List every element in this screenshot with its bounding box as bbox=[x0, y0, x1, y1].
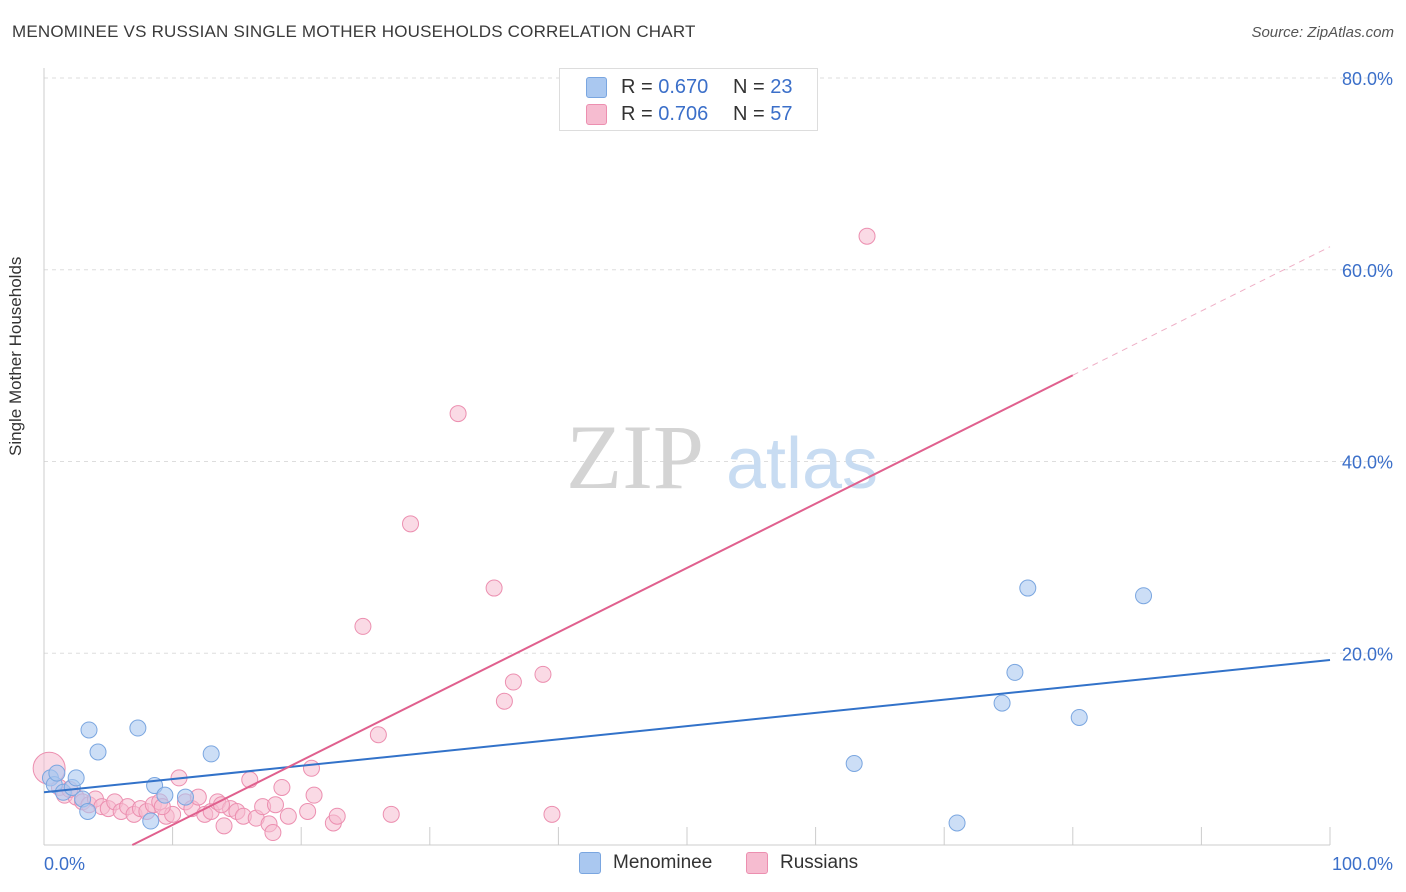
legend-swatch-menominee bbox=[586, 76, 607, 98]
point-menominee bbox=[202, 745, 220, 763]
point-menominee bbox=[176, 788, 194, 806]
point-russians bbox=[369, 726, 387, 744]
point-russians bbox=[279, 807, 297, 825]
point-russians bbox=[299, 802, 317, 820]
point-russians bbox=[328, 807, 346, 825]
tick-labels: 20.0% 40.0% 60.0% 80.0% 0.0% 100.0% bbox=[44, 69, 1393, 874]
legend-row-menominee: R = 0.670 N = 23 bbox=[586, 74, 793, 100]
point-russians bbox=[402, 515, 420, 533]
point-menominee bbox=[845, 755, 863, 773]
point-menominee bbox=[89, 743, 107, 761]
y-tick-label-60: 60.0% bbox=[1342, 261, 1393, 281]
point-russians bbox=[302, 759, 320, 777]
point-menominee bbox=[48, 764, 66, 782]
legend-box: R = 0.670 N = 23 R = 0.706 N = 57 bbox=[559, 68, 818, 131]
bottom-legend-russians: Russians bbox=[746, 852, 858, 874]
trend-line-russians bbox=[131, 374, 1074, 846]
point-menominee bbox=[948, 814, 966, 832]
y-tick-label-20: 20.0% bbox=[1342, 644, 1393, 664]
x-tick-label-0: 0.0% bbox=[44, 854, 85, 874]
legend-row-russians: R = 0.706 N = 57 bbox=[586, 101, 793, 127]
point-russians bbox=[485, 579, 503, 597]
y-axis-label: Single Mother Households bbox=[6, 256, 25, 456]
point-russians bbox=[354, 617, 372, 635]
point-menominee bbox=[156, 786, 174, 804]
point-russians bbox=[534, 665, 552, 683]
point-menominee bbox=[79, 802, 97, 820]
point-menominee bbox=[1070, 708, 1088, 726]
point-russians bbox=[273, 778, 291, 796]
point-russians bbox=[543, 805, 561, 823]
trend-lines bbox=[43, 246, 1331, 846]
watermark-atlas: atlas bbox=[726, 424, 878, 504]
grid-layer bbox=[44, 77, 1392, 654]
point-menominee bbox=[142, 812, 160, 830]
point-russians bbox=[305, 786, 323, 804]
point-menominee bbox=[67, 769, 85, 787]
point-menominee bbox=[993, 694, 1011, 712]
points-layer bbox=[32, 227, 1153, 842]
point-russians bbox=[504, 673, 522, 691]
bottom-legend-swatch-menominee bbox=[579, 852, 601, 874]
point-russians bbox=[215, 817, 233, 835]
point-russians bbox=[264, 824, 282, 842]
y-tick-label-80: 80.0% bbox=[1342, 69, 1393, 89]
chart-title: MENOMINEE VS RUSSIAN SINGLE MOTHER HOUSE… bbox=[12, 22, 696, 41]
point-russians bbox=[495, 692, 513, 710]
x-tick-label-100: 100.0% bbox=[1332, 854, 1393, 874]
trend-line-menominee bbox=[43, 658, 1331, 794]
point-russians bbox=[382, 805, 400, 823]
point-russians bbox=[449, 405, 467, 423]
point-russians bbox=[858, 227, 876, 245]
bottom-legend-menominee: Menominee bbox=[579, 852, 712, 874]
legend-swatch-russians bbox=[586, 103, 607, 125]
point-menominee bbox=[1019, 579, 1037, 597]
watermark-zip: ZIP bbox=[566, 406, 704, 508]
point-menominee bbox=[80, 721, 98, 739]
point-menominee bbox=[1135, 587, 1153, 605]
point-menominee bbox=[1006, 663, 1024, 681]
axes-layer bbox=[43, 68, 1331, 846]
source-label: Source: ZipAtlas.com bbox=[1251, 24, 1394, 41]
point-russians bbox=[266, 796, 284, 814]
point-menominee bbox=[129, 719, 147, 737]
bottom-legend-swatch-russians bbox=[746, 852, 768, 874]
trend-line-russians-extension bbox=[1072, 246, 1331, 376]
point-russians bbox=[212, 796, 230, 814]
y-tick-label-40: 40.0% bbox=[1342, 453, 1393, 473]
watermark: ZIP atlas bbox=[566, 406, 878, 508]
